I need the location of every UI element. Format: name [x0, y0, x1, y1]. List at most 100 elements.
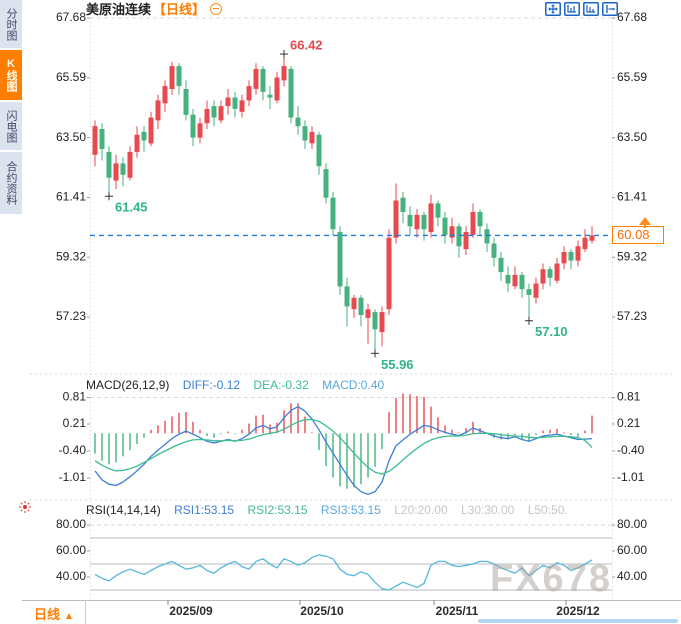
pan-right-icon[interactable] [602, 2, 618, 16]
candle-body [470, 212, 476, 235]
period-selector-button[interactable]: 日线 ▲ [34, 604, 74, 623]
candle-body [414, 214, 420, 230]
candle-body [260, 68, 266, 92]
candle-body [582, 237, 588, 250]
candle-body [456, 226, 462, 247]
rsi2-value: RSI2:53.15 [247, 503, 308, 517]
candle-body [274, 77, 280, 101]
low-price-label: 55.96 [381, 357, 414, 372]
sidebar: 分时图 K线图 闪电图 合约资料 [0, 0, 22, 624]
macd-y-label-right: -1.01 [617, 470, 645, 484]
rsi-y-label-left: 60.00 [56, 543, 86, 557]
macd-header: MACD(26,12,9) DIFF:-0.12 DEA:-0.32 MACD:… [86, 378, 610, 392]
macd-diff-value: DIFF:-0.12 [182, 378, 241, 392]
candle-body [484, 229, 490, 244]
candle-body [295, 117, 301, 127]
candle-body [358, 297, 364, 315]
main-y-label-left: 65.59 [56, 70, 86, 84]
candle-body [176, 66, 182, 87]
candle-body [120, 163, 126, 175]
main-y-label-left: 63.50 [56, 130, 86, 144]
candle-body [162, 86, 168, 104]
candle-body [589, 235, 595, 241]
candle-body [407, 214, 413, 227]
period-tag: 【日线】 [153, 2, 206, 17]
rsi-title: RSI(14,14,14) [86, 503, 161, 517]
chart-toolbar [545, 2, 618, 16]
macd-dea-line [94, 418, 593, 475]
rsi-y-label-left: 40.00 [56, 569, 86, 583]
candle-body [155, 100, 161, 121]
candle-body [526, 289, 532, 295]
macd-diff-line [94, 406, 593, 496]
current-price-value: 60.08 [617, 227, 650, 242]
candle-body [99, 129, 105, 149]
candle-body [393, 200, 399, 238]
candle-body [288, 68, 294, 118]
candle-body [190, 114, 196, 138]
candle-body [239, 100, 245, 112]
candle-body [547, 269, 553, 278]
rsi-l30-value: L30:30.00 [460, 503, 515, 517]
candle-body [232, 97, 238, 109]
candle-body [183, 89, 189, 115]
candle-body [253, 68, 259, 89]
main-y-label-right: 61.41 [617, 190, 647, 204]
rsi3-value: RSI3:53.15 [320, 503, 381, 517]
candle-body [106, 151, 112, 178]
price-up-arrow-icon [639, 217, 651, 228]
scale-y-icon[interactable] [583, 2, 599, 16]
sidebar-tab-contract-info[interactable]: 合约资料 [0, 152, 22, 214]
candle-body [519, 274, 525, 290]
candle-body [540, 269, 546, 284]
candle-body [281, 66, 287, 81]
candle-body [491, 243, 497, 258]
candle-body [246, 86, 252, 101]
main-y-label-left: 61.41 [56, 190, 86, 204]
candle-body [225, 97, 231, 107]
rsi-y-label-right: 40.00 [617, 569, 647, 583]
candle-body [435, 203, 441, 218]
rsi-line [94, 554, 593, 591]
main-y-label-left: 59.32 [56, 249, 86, 263]
rsi-header: RSI(14,14,14) RSI1:53.15 RSI2:53.15 RSI3… [86, 503, 610, 517]
candle-body [344, 286, 350, 307]
indicator-settings-icon[interactable] [18, 500, 32, 514]
auto-scale-icon[interactable] [564, 2, 580, 16]
candle-body [575, 246, 581, 261]
main-y-label-right: 65.59 [617, 70, 647, 84]
main-y-label-right: 57.23 [617, 309, 647, 323]
chevron-up-icon: ▲ [64, 611, 74, 622]
macd-y-label-left: 0.81 [63, 390, 87, 404]
candle-body [512, 274, 518, 287]
candle-body [323, 169, 329, 198]
pan-icon[interactable] [545, 2, 561, 16]
low-price-label: 61.45 [115, 200, 148, 215]
h-scrollbar-thumb[interactable] [478, 619, 678, 623]
candle-body [477, 212, 483, 227]
sidebar-tab-time-chart[interactable]: 分时图 [0, 0, 22, 48]
candle-body [372, 312, 378, 330]
sidebar-tab-lightning-chart[interactable]: 闪电图 [0, 102, 22, 150]
symbol-title: 美原油连续 [86, 2, 152, 17]
candle-body [302, 126, 308, 141]
candle-body [169, 66, 175, 89]
candle-body [554, 263, 560, 281]
candle-body [386, 237, 392, 310]
candle-body [309, 131, 315, 144]
main-y-label-left: 57.23 [56, 309, 86, 323]
macd-y-label-left: 0.21 [63, 416, 87, 430]
candle-body [218, 106, 224, 121]
macd-y-label-right: -0.40 [617, 443, 645, 457]
candle-body [498, 257, 504, 273]
candle-body [316, 134, 322, 167]
sidebar-tab-kline-chart[interactable]: K线图 [0, 50, 22, 100]
candle-body [421, 214, 427, 230]
low-price-label: 57.10 [535, 324, 568, 339]
candle-body [442, 217, 448, 235]
candle-body [197, 123, 203, 138]
minus-circle-icon[interactable] [210, 2, 223, 15]
rsi-l50-value: L50:50. [527, 503, 568, 517]
candle-body [267, 94, 273, 98]
